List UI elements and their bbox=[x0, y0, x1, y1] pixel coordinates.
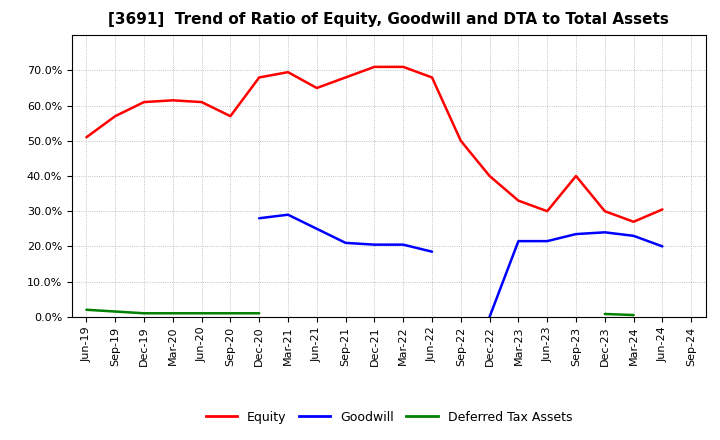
Title: [3691]  Trend of Ratio of Equity, Goodwill and DTA to Total Assets: [3691] Trend of Ratio of Equity, Goodwil… bbox=[109, 12, 669, 27]
Legend: Equity, Goodwill, Deferred Tax Assets: Equity, Goodwill, Deferred Tax Assets bbox=[201, 406, 577, 429]
